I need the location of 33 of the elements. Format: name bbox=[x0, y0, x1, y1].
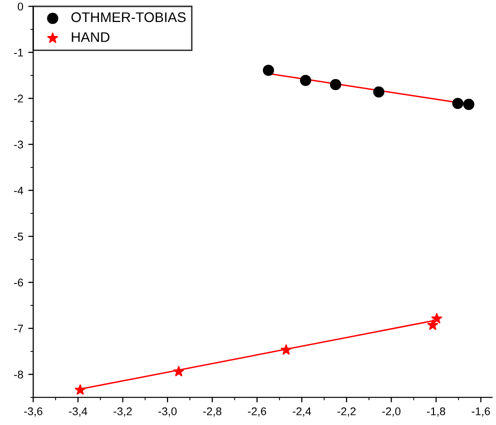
point bbox=[427, 320, 438, 330]
point bbox=[262, 64, 274, 76]
x-tick-label: -2,2 bbox=[337, 407, 356, 417]
x-tick-label: -2,0 bbox=[382, 407, 400, 417]
x-tick-label: -1,8 bbox=[427, 407, 446, 417]
x-tick-label: -1,6 bbox=[472, 407, 490, 417]
x-tick-label: -3,4 bbox=[68, 407, 88, 417]
y-tick-label: -3 bbox=[14, 140, 24, 149]
point bbox=[452, 98, 464, 110]
y-tick-label: -8 bbox=[14, 370, 24, 379]
point bbox=[431, 313, 442, 324]
y-tick-label: -4 bbox=[14, 186, 24, 194]
point bbox=[280, 344, 292, 355]
y-tick-label: -6 bbox=[14, 278, 24, 287]
point bbox=[463, 98, 474, 110]
y-tick-label: 0 bbox=[18, 2, 24, 11]
point bbox=[300, 74, 312, 86]
y-tick-label: -5 bbox=[14, 232, 24, 241]
legend-label: HAND bbox=[72, 32, 110, 42]
x-tick-label: -3,6 bbox=[24, 407, 42, 417]
point bbox=[330, 78, 342, 90]
point bbox=[373, 86, 384, 98]
x-tick-label: -2,8 bbox=[203, 407, 222, 417]
x-tick-label: -3,0 bbox=[158, 407, 177, 417]
point bbox=[173, 366, 184, 376]
y-tick-label: -1 bbox=[14, 48, 23, 56]
y-tick-label: -2 bbox=[14, 94, 23, 102]
x-tick-label: -3,2 bbox=[114, 407, 132, 417]
point bbox=[74, 384, 86, 395]
x-tick-label: -2,4 bbox=[292, 407, 312, 417]
y-tick-label: -7 bbox=[14, 324, 23, 332]
x-tick-label: -2,6 bbox=[248, 407, 266, 417]
legend-label: OTHMER-TOBIAS bbox=[71, 12, 186, 22]
